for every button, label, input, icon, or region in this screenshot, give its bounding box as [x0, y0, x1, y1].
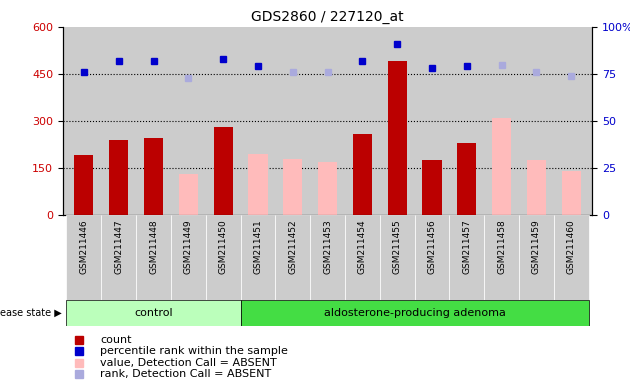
- Text: GSM211451: GSM211451: [253, 219, 263, 274]
- Text: rank, Detection Call = ABSENT: rank, Detection Call = ABSENT: [100, 369, 272, 379]
- Bar: [527, 160, 546, 215]
- Bar: [554, 215, 588, 300]
- Bar: [457, 143, 476, 215]
- Bar: [345, 215, 380, 300]
- Text: GSM211448: GSM211448: [149, 219, 158, 274]
- Bar: [171, 215, 206, 300]
- Bar: [423, 160, 442, 215]
- Bar: [380, 215, 415, 300]
- Bar: [275, 215, 310, 300]
- Text: GSM211457: GSM211457: [462, 219, 471, 274]
- Bar: [415, 215, 449, 300]
- Bar: [144, 138, 163, 215]
- Bar: [284, 159, 302, 215]
- Bar: [206, 215, 241, 300]
- Text: GSM211459: GSM211459: [532, 219, 541, 274]
- Text: GSM211447: GSM211447: [114, 219, 123, 274]
- Text: GSM211450: GSM211450: [219, 219, 227, 274]
- Text: GSM211446: GSM211446: [79, 219, 88, 274]
- Bar: [241, 300, 588, 326]
- Title: GDS2860 / 227120_at: GDS2860 / 227120_at: [251, 10, 404, 25]
- Text: GSM211455: GSM211455: [392, 219, 402, 274]
- Text: GSM211453: GSM211453: [323, 219, 332, 274]
- Bar: [484, 215, 519, 300]
- Text: GSM211460: GSM211460: [567, 219, 576, 274]
- Bar: [387, 61, 407, 215]
- Bar: [449, 215, 484, 300]
- Bar: [214, 127, 232, 215]
- Text: GSM211449: GSM211449: [184, 219, 193, 274]
- Bar: [318, 162, 337, 215]
- Bar: [353, 134, 372, 215]
- Bar: [241, 215, 275, 300]
- Text: aldosterone-producing adenoma: aldosterone-producing adenoma: [324, 308, 506, 318]
- Text: disease state ▶: disease state ▶: [0, 308, 62, 318]
- Text: GSM211456: GSM211456: [428, 219, 437, 274]
- Bar: [67, 215, 101, 300]
- Bar: [310, 215, 345, 300]
- Text: control: control: [134, 308, 173, 318]
- Text: GSM211452: GSM211452: [289, 219, 297, 274]
- Bar: [492, 118, 512, 215]
- Text: GSM211458: GSM211458: [497, 219, 506, 274]
- Text: percentile rank within the sample: percentile rank within the sample: [100, 346, 288, 356]
- Bar: [179, 174, 198, 215]
- Bar: [136, 215, 171, 300]
- Text: count: count: [100, 335, 132, 345]
- Bar: [74, 156, 93, 215]
- Text: value, Detection Call = ABSENT: value, Detection Call = ABSENT: [100, 358, 277, 368]
- Bar: [101, 215, 136, 300]
- Bar: [519, 215, 554, 300]
- Bar: [109, 140, 129, 215]
- Text: GSM211454: GSM211454: [358, 219, 367, 274]
- Bar: [67, 300, 241, 326]
- Bar: [248, 154, 268, 215]
- Bar: [562, 171, 581, 215]
